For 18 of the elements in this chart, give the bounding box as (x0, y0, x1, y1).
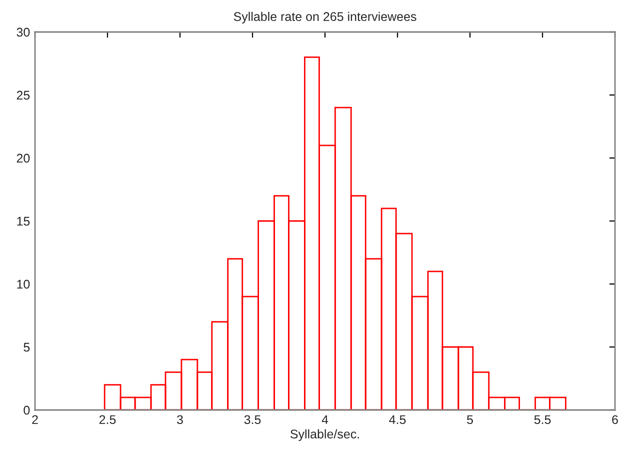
x-axis-title: Syllable/sec. (290, 429, 359, 441)
chart-title: Syllable rate on 265 interviewees (234, 12, 416, 24)
x-tick-label: 6 (612, 415, 618, 424)
x-tick-label: 5.5 (534, 415, 551, 424)
x-tick-label: 2 (32, 415, 38, 424)
y-tick-label: 30 (16, 28, 30, 37)
x-tick-label: 3 (177, 415, 183, 424)
y-tick-label: 10 (17, 280, 30, 289)
y-tick-label: 15 (17, 216, 30, 226)
y-tick-label: 0 (24, 406, 30, 415)
x-tick-label: 3.5 (244, 415, 261, 424)
x-tick-label: 4 (322, 415, 328, 424)
x-tick-label: 5 (467, 415, 473, 424)
x-tick-label: 4.5 (389, 415, 406, 424)
y-tick-label: 20 (16, 154, 30, 163)
y-tick-label: 5 (24, 342, 30, 352)
x-tick-label: 2.5 (99, 415, 116, 424)
y-tick-label: 25 (16, 90, 30, 100)
